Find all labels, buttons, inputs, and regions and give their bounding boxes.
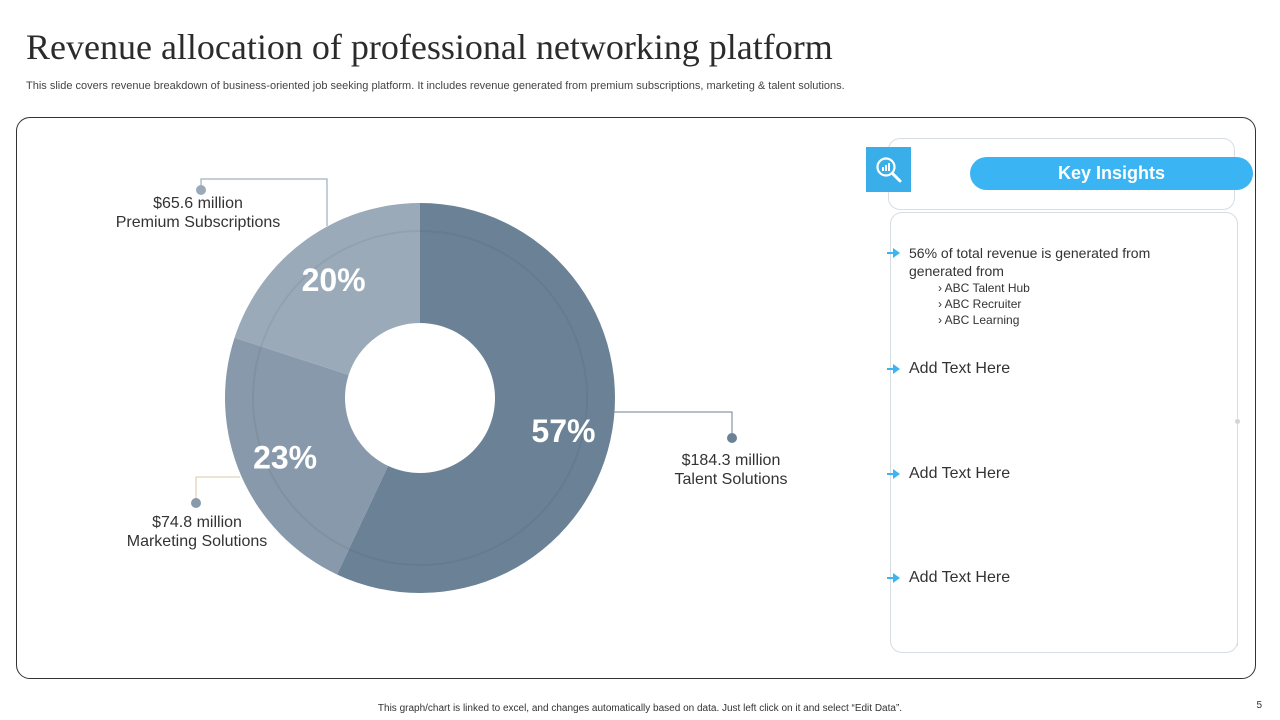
footer-note: This graph/chart is linked to excel, and… [377, 703, 903, 714]
callout-dot [727, 433, 737, 443]
insight-sublist: › ABC Talent Hub › ABC Recruiter › ABC L… [938, 280, 1216, 328]
callout-leaders [191, 178, 737, 508]
magnifier-chart-icon [866, 147, 911, 192]
arrow-right-icon [887, 364, 900, 374]
callout-dot [196, 185, 206, 195]
donut-slice-marketing-solutions [225, 337, 389, 575]
donut-slice-talent-solutions [336, 203, 616, 593]
sublist-item: › ABC Learning [938, 313, 1020, 327]
arrow-right-icon [887, 573, 900, 583]
insight-item: Add Text Here [886, 360, 1216, 378]
leader-marketing-solutions [195, 476, 240, 503]
insight-text: 56% of total revenue is generated from g… [909, 245, 1151, 279]
callout-talent-solutions: $184.3 million Talent Solutions [675, 451, 788, 489]
category-label: Marketing Solutions [126, 533, 268, 550]
slice-percent-label: 20% [302, 262, 366, 298]
amount-label: $65.6 million [153, 195, 243, 212]
amount-label: $184.3 million [681, 452, 781, 469]
category-label: Talent Solutions [674, 471, 788, 488]
page-number: 5 [1256, 700, 1262, 711]
page-title: Revenue allocation of professional netwo… [26, 27, 833, 67]
slice-percent-labels: 57% 23% 20% [253, 262, 595, 475]
rail-line [1237, 424, 1238, 646]
insight-text: Add Text Here [909, 360, 1011, 377]
arrow-right-icon [887, 248, 900, 258]
callout-marketing-solutions: $74.8 million Marketing Solutions [127, 513, 268, 551]
content-frame [16, 117, 1256, 679]
page-subtitle: This slide covers revenue breakdown of b… [26, 80, 845, 92]
amount-label: $74.8 million [152, 514, 242, 531]
slice-inner-ring [260, 230, 421, 347]
key-insights-heading: Key Insights [970, 157, 1253, 190]
sublist-item: › ABC Recruiter [938, 297, 1022, 311]
leader-premium-subscriptions [200, 178, 328, 226]
slice-inner-ring [348, 230, 588, 566]
category-label: Premium Subscriptions [115, 214, 281, 231]
donut-slices [225, 203, 616, 593]
callout-premium-subscriptions: $65.6 million Premium Subscriptions [116, 194, 281, 232]
insight-text: Add Text Here [909, 569, 1011, 586]
arrow-right-icon [887, 469, 900, 479]
rail-dot [1235, 419, 1240, 424]
leader-talent-solutions [612, 411, 733, 438]
slice-percent-label: 57% [531, 413, 595, 449]
slice-percent-label: 23% [253, 439, 317, 475]
insight-item: Add Text Here [886, 569, 1216, 587]
donut-slice-premium-subscriptions [234, 203, 420, 375]
insight-item: Add Text Here [886, 465, 1216, 483]
insight-text: Add Text Here [909, 465, 1011, 482]
sublist-item: › ABC Talent Hub [938, 281, 1030, 295]
insight-item: 56% of total revenue is generated from g… [886, 244, 1216, 328]
callout-dot [191, 498, 201, 508]
slice-inner-ring [252, 346, 350, 551]
